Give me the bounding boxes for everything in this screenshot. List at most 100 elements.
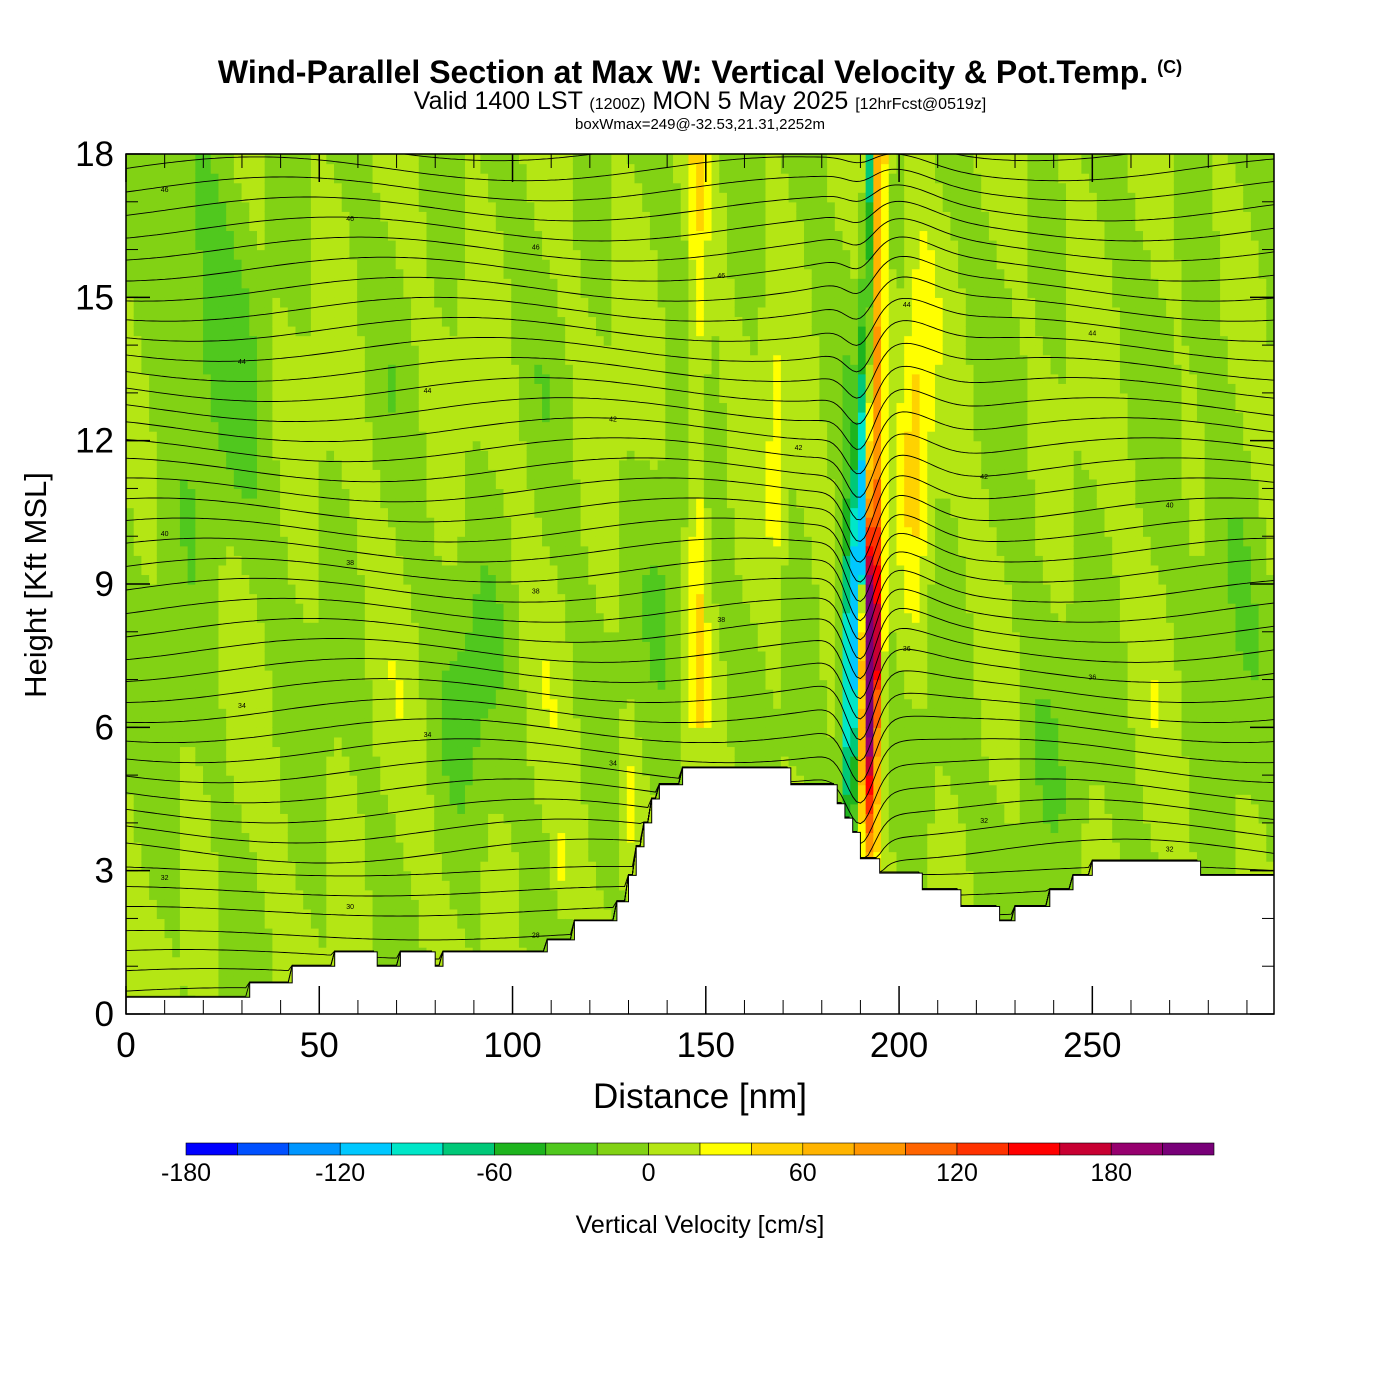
velocity-cell (357, 392, 366, 404)
velocity-cell (295, 880, 304, 891)
velocity-cell (179, 918, 189, 929)
velocity-cell (465, 498, 474, 509)
velocity-cell (226, 526, 235, 537)
velocity-cell (341, 154, 351, 165)
velocity-cell (141, 880, 150, 891)
velocity-cell (334, 736, 343, 748)
velocity-cell (457, 526, 466, 537)
velocity-cell (126, 345, 135, 356)
velocity-cell (226, 278, 235, 289)
velocity-cell (226, 498, 235, 509)
velocity-cell (334, 316, 343, 327)
velocity-cell (256, 966, 266, 977)
velocity-cell (310, 220, 320, 232)
velocity-cell (495, 603, 505, 614)
velocity-cell (418, 240, 428, 251)
velocity-cell (441, 526, 451, 537)
velocity-cell (387, 326, 397, 337)
velocity-cell (387, 211, 397, 222)
velocity-cell (310, 756, 320, 767)
velocity-cell (326, 182, 335, 193)
velocity-cell (141, 154, 150, 165)
velocity-cell (387, 918, 397, 929)
velocity-cell (164, 297, 173, 308)
velocity-cell (503, 459, 512, 470)
velocity-cell (310, 517, 320, 528)
velocity-cell (434, 268, 443, 279)
velocity-cell (326, 201, 335, 212)
box-info: boxWmax=249@-32.53,21.31,2252m (575, 116, 825, 133)
velocity-cell (488, 517, 497, 528)
velocity-cell (334, 584, 343, 595)
velocity-cell (249, 803, 258, 814)
velocity-cell (256, 154, 266, 165)
velocity-cell (318, 201, 327, 212)
velocity-cell (411, 689, 420, 700)
velocity-cell (465, 459, 474, 470)
velocity-cell (411, 631, 420, 642)
velocity-cell (233, 832, 243, 843)
velocity-cell (441, 383, 451, 394)
velocity-cell (526, 717, 535, 728)
velocity-cell (318, 507, 327, 518)
velocity-cell (511, 440, 520, 451)
velocity-cell (156, 278, 166, 289)
velocity-cell (341, 392, 351, 404)
velocity-cell (133, 746, 143, 757)
velocity-cell (518, 459, 528, 470)
velocity-cell (326, 383, 335, 394)
velocity-cell (364, 201, 374, 212)
velocity-cell (488, 173, 497, 184)
velocity-cell (341, 775, 351, 786)
velocity-cell (156, 698, 166, 709)
velocity-cell (280, 163, 289, 174)
velocity-cell (495, 326, 505, 337)
velocity-cell (488, 650, 497, 662)
velocity-cell (156, 459, 166, 470)
velocity-cell (303, 908, 312, 920)
velocity-cell (156, 574, 166, 585)
velocity-cell (349, 660, 358, 671)
velocity-cell (172, 268, 181, 279)
velocity-cell (449, 832, 458, 843)
velocity-cell (156, 526, 166, 537)
velocity-cell (380, 660, 389, 671)
velocity-cell (380, 431, 389, 442)
velocity-cell (241, 717, 250, 728)
velocity-cell (264, 488, 273, 499)
velocity-cell (488, 230, 497, 241)
velocity-cell (364, 469, 374, 480)
velocity-cell (403, 612, 412, 623)
velocity-cell (256, 287, 266, 298)
velocity-cell (341, 670, 351, 681)
velocity-cell (372, 345, 381, 356)
velocity-cell (495, 880, 505, 891)
velocity-cell (495, 717, 505, 728)
velocity-cell (457, 679, 466, 690)
velocity-cell (457, 450, 466, 461)
velocity-cell (187, 765, 196, 776)
velocity-cell (372, 908, 381, 920)
velocity-cell (387, 220, 397, 232)
velocity-cell (241, 775, 250, 786)
velocity-cell (280, 660, 289, 671)
velocity-cell (149, 450, 158, 461)
velocity-cell (172, 870, 181, 881)
velocity-cell (495, 746, 505, 757)
velocity-cell (372, 316, 381, 327)
velocity-cell (534, 679, 543, 690)
velocity-cell (264, 947, 273, 958)
velocity-cell (272, 784, 281, 795)
velocity-cell (310, 154, 320, 165)
velocity-cell (164, 268, 173, 279)
velocity-cell (334, 220, 343, 232)
velocity-cell (195, 564, 204, 576)
velocity-cell (195, 689, 204, 700)
velocity-cell (357, 201, 366, 212)
velocity-cell (256, 698, 266, 709)
velocity-cell (480, 603, 489, 614)
velocity-cell (387, 756, 397, 767)
velocity-cell (210, 966, 220, 977)
velocity-cell (341, 383, 351, 394)
velocity-cell (465, 593, 474, 604)
